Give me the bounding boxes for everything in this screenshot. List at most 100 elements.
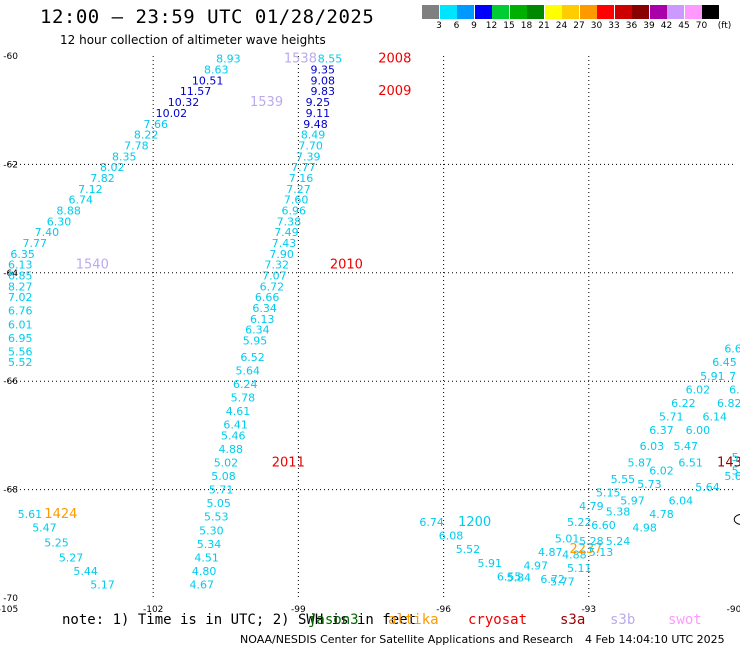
legend-swatch <box>562 5 579 19</box>
page-subtitle: 12 hour collection of altimeter wave hei… <box>60 33 326 47</box>
wave-height-label: 5.97 <box>620 494 645 507</box>
legend-swatch <box>597 5 614 19</box>
wave-height-label: 5.46 <box>221 429 246 442</box>
y-tick-label: -66 <box>3 377 18 387</box>
legend-swatch <box>614 5 632 19</box>
pass-time-label: 1538 <box>284 52 317 67</box>
credit-text: NOAA/NESDIS Center for Satellite Applica… <box>240 633 574 646</box>
wave-height-label: 9.48 <box>303 118 328 131</box>
wave-height-label: 5.52 <box>8 356 33 369</box>
pass-time-label: 2237 <box>569 542 602 557</box>
wave-height-label: 6.45 <box>712 356 737 369</box>
wave-height-label: 8.22 <box>134 129 159 142</box>
wave-height-label: 10.32 <box>168 96 200 109</box>
wave-height-label: 7.38 <box>277 215 302 228</box>
pass-time-label: 1540 <box>76 258 109 273</box>
wave-height-label: 8.55 <box>318 53 343 66</box>
legend-label: 21 <box>538 21 550 31</box>
pass-time-label: 2009 <box>378 84 411 99</box>
wave-height-label: 5.71 <box>659 410 684 423</box>
wave-height-label: 8.27 <box>8 280 33 293</box>
wave-height-label: 6.76 <box>8 305 33 318</box>
legend-label: 36 <box>625 21 638 31</box>
wave-height-label: 6.02 <box>649 465 674 478</box>
wave-height-label: 5.05 <box>206 497 231 510</box>
y-tick-label: -62 <box>3 160 18 170</box>
wave-height-label: 5.87 <box>628 457 653 470</box>
legend-swatch <box>457 5 474 19</box>
wave-height-label: 7.32 <box>265 259 290 272</box>
wave-height-label: 8.02 <box>100 161 125 174</box>
pass-time-label: 2011 <box>272 456 305 471</box>
wave-height-label: 6.41 <box>223 419 248 432</box>
legend-swatch <box>492 5 509 19</box>
wave-height-label: 7.82 <box>90 172 115 185</box>
wave-height-label: 6.01 <box>8 318 33 331</box>
wave-height-label: 4.88 <box>562 549 587 562</box>
wave-height-label: 5.34 <box>197 538 222 551</box>
wave-height-label: 5.66 <box>732 465 740 478</box>
satellite-label-s3b: s3b <box>610 612 636 628</box>
wave-height-label: 6.14 <box>703 410 728 423</box>
wave-height-label: 5.77 <box>550 576 575 589</box>
legend-label: 24 <box>555 21 568 31</box>
wave-height-label: 8.93 <box>216 53 241 66</box>
legend-label: 12 <box>485 21 498 31</box>
wave-height-label: 6.2 <box>729 383 740 396</box>
legend-label: 9 <box>471 21 477 31</box>
legend-swatch <box>632 5 649 19</box>
wave-height-label: 5 <box>732 451 739 464</box>
wave-height-label: 7.49 <box>274 226 299 239</box>
wave-height-label: 5.02 <box>214 457 239 470</box>
wave-height-label: 5.22 <box>567 516 592 529</box>
wave-height-label: 7.39 <box>296 150 321 163</box>
legend-label: 45 <box>678 21 690 31</box>
wave-height-label: 6.95 <box>8 332 33 345</box>
wave-height-label: 5.55 <box>611 473 636 486</box>
legend-label: 39 <box>643 21 655 31</box>
legend-swatch <box>474 5 492 19</box>
wave-height-label: 4.67 <box>190 578 215 591</box>
wave-height-label: 5.47 <box>32 522 57 535</box>
wave-height-label: 6.13 <box>8 259 33 272</box>
pass-time-label: 1200 <box>458 515 491 530</box>
legend-swatch <box>649 5 667 19</box>
pass-time-label: 2008 <box>378 52 411 67</box>
pass-time-label: 1539 <box>250 95 283 110</box>
legend-label: 42 <box>660 21 673 31</box>
wave-height-label: 5.27 <box>59 551 84 564</box>
wave-height-label: 8.88 <box>56 204 81 217</box>
wave-height-label: 5.73 <box>637 478 662 491</box>
wave-height-label: 5.08 <box>211 470 236 483</box>
wave-height-label: 4.80 <box>192 565 217 578</box>
wave-height-label: 7.16 <box>289 172 314 185</box>
wave-height-label: 6.72 <box>540 573 565 586</box>
wave-height-label: 6.74 <box>69 194 94 207</box>
legend-label: 15 <box>503 21 515 31</box>
wave-height-label: 5.25 <box>44 537 69 550</box>
satellite-label-jason3: jason3 <box>308 612 359 628</box>
wave-height-label: 6.03 <box>640 440 665 453</box>
wave-height-label: 5.71 <box>209 484 234 497</box>
wave-height-label: 7.70 <box>298 139 323 152</box>
wave-height-label: 6.82 <box>717 397 740 410</box>
wave-height-label: 6.08 <box>439 530 464 543</box>
legend-swatch <box>544 5 562 19</box>
wave-height-label: 10.02 <box>156 107 188 120</box>
wave-height-label: 9.08 <box>311 74 336 87</box>
satellite-label-s3a: s3a <box>560 612 586 628</box>
wave-height-label: 7 <box>729 370 736 383</box>
satellite-label-altika: altika <box>388 612 439 628</box>
wave-height-label: 6.6 <box>724 343 740 356</box>
pass-time-label: 1439 <box>717 456 740 471</box>
wave-height-label: 5.53 <box>204 511 229 524</box>
legend-swatch <box>579 5 597 19</box>
legend-swatch <box>422 5 439 19</box>
wave-height-label: 8.35 <box>112 150 137 163</box>
pass-time-label: 2010 <box>330 258 363 273</box>
wave-height-label: 5.61 <box>18 508 43 521</box>
wave-height-label: 4.97 <box>523 559 548 572</box>
legend-swatch <box>702 5 719 19</box>
wave-height-label: 5.17 <box>90 578 115 591</box>
